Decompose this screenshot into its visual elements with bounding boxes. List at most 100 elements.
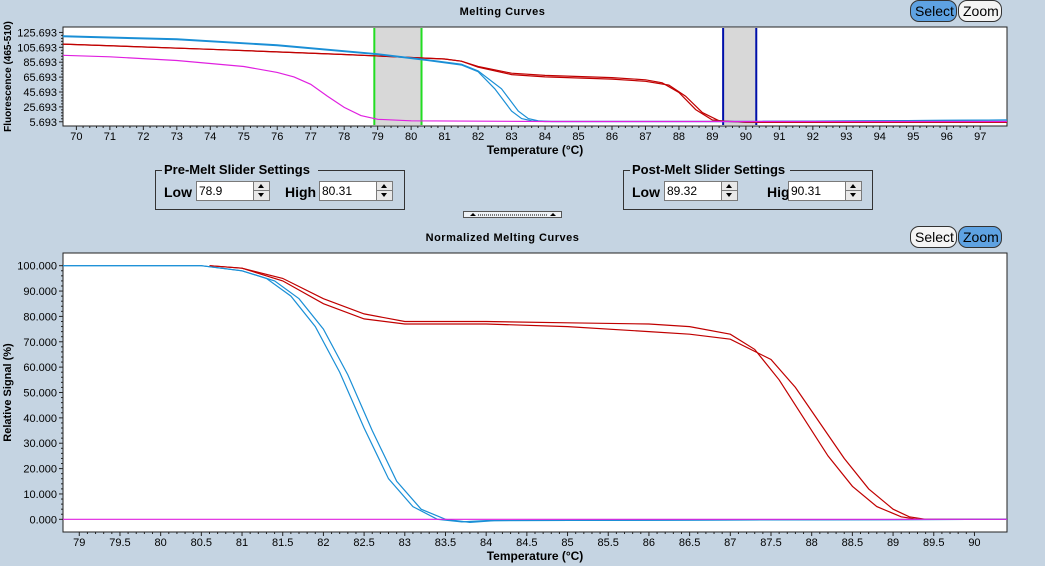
post-melt-low-spinner[interactable]: 89.32 bbox=[664, 181, 738, 201]
post-melt-high-up-arrow-icon[interactable] bbox=[845, 182, 861, 191]
pre-melt-high-label: High bbox=[285, 184, 317, 200]
post-melt-low-value: 89.32 bbox=[667, 184, 698, 198]
post-melt-low-up-arrow-icon[interactable] bbox=[721, 182, 737, 191]
x-tick-label: 94 bbox=[874, 131, 886, 143]
x-tick-label: 89 bbox=[706, 131, 718, 143]
x-axis-label: Temperature (°C) bbox=[487, 549, 584, 563]
x-tick-label: 82 bbox=[472, 131, 484, 143]
x-tick-label: 83.5 bbox=[435, 537, 456, 549]
series-line-5 bbox=[62, 54, 1007, 123]
y-tick-label: 85.693 bbox=[23, 57, 57, 69]
pre-melt-low-label: Low bbox=[164, 184, 192, 200]
x-tick-label: 87 bbox=[639, 131, 651, 143]
pre-melt-low-down-arrow-icon[interactable] bbox=[253, 191, 269, 200]
pre-melt-high-up-arrow-icon[interactable] bbox=[376, 182, 392, 191]
x-tick-label: 84.5 bbox=[516, 537, 537, 549]
y-tick-label: 70.000 bbox=[23, 337, 57, 349]
pre-melt-low-spinner[interactable]: 78.9 bbox=[196, 181, 270, 201]
pre-melt-shaded-region bbox=[374, 28, 422, 125]
x-tick-label: 87.5 bbox=[760, 537, 781, 549]
x-tick-label: 86.5 bbox=[679, 537, 700, 549]
y-tick-label: 80.000 bbox=[23, 311, 57, 323]
y-tick-label: 0.000 bbox=[29, 514, 57, 526]
y-tick-label: 90.000 bbox=[23, 286, 57, 298]
y-tick-label: 20.000 bbox=[23, 464, 57, 476]
x-tick-label: 79 bbox=[73, 537, 85, 549]
x-tick-label: 78 bbox=[338, 131, 350, 143]
x-tick-label: 90 bbox=[740, 131, 752, 143]
post-melt-high-spinner[interactable]: 90.31 bbox=[788, 181, 862, 201]
melting-curves-title: Melting Curves bbox=[459, 6, 546, 18]
post-melt-high-down-arrow-icon[interactable] bbox=[845, 191, 861, 200]
x-tick-label: 70 bbox=[70, 131, 82, 143]
post-melt-slider-settings: Post-Melt Slider Settings Low 89.32 High… bbox=[623, 162, 873, 210]
y-tick-label: 10.000 bbox=[23, 489, 57, 501]
x-tick-label: 79.5 bbox=[109, 537, 130, 549]
top-select-button[interactable]: Select bbox=[910, 0, 957, 22]
x-tick-label: 81.5 bbox=[272, 537, 293, 549]
y-tick-label: 60.000 bbox=[23, 362, 57, 374]
bottom-zoom-button[interactable]: Zoom bbox=[958, 226, 1002, 248]
y-tick-label: 65.693 bbox=[23, 72, 57, 84]
x-tick-label: 85.5 bbox=[598, 537, 619, 549]
y-axis-label: Fluorescence (465-510) bbox=[3, 21, 14, 132]
pre-melt-high-spinner[interactable]: 80.31 bbox=[319, 181, 393, 201]
x-tick-label: 92 bbox=[807, 131, 819, 143]
y-tick-label: 40.000 bbox=[23, 413, 57, 425]
x-tick-label: 93 bbox=[840, 131, 852, 143]
x-tick-label: 80 bbox=[405, 131, 417, 143]
series-line-1 bbox=[209, 265, 1007, 520]
post-melt-low-down-arrow-icon[interactable] bbox=[721, 191, 737, 200]
pre-melt-slider-settings: Pre-Melt Slider Settings Low 78.9 High 8… bbox=[155, 162, 405, 210]
x-tick-label: 86 bbox=[643, 537, 655, 549]
top-zoom-button[interactable]: Zoom bbox=[958, 0, 1002, 22]
x-tick-label: 74 bbox=[204, 131, 216, 143]
x-tick-label: 95 bbox=[907, 131, 919, 143]
melting-curves-chart[interactable]: 70 71 72 73 74 75 76 77 78 79 80 81 82 83 84 85 86 87 88 89… bbox=[0, 0, 1045, 170]
y-tick-label: 100.000 bbox=[17, 261, 57, 273]
normalized-melting-curves-title: Normalized Melting Curves bbox=[425, 232, 580, 244]
x-tick-label: 77 bbox=[305, 131, 317, 143]
x-tick-label: 81 bbox=[236, 537, 248, 549]
x-tick-label: 79 bbox=[372, 131, 384, 143]
x-tick-label: 89.5 bbox=[923, 537, 944, 549]
panel-splitter-handle[interactable] bbox=[463, 211, 562, 218]
post-melt-legend: Post-Melt Slider Settings bbox=[630, 162, 788, 177]
pre-melt-low-up-arrow-icon[interactable] bbox=[253, 182, 269, 191]
x-tick-label: 84 bbox=[480, 537, 492, 549]
y-axis-label: Relative Signal (%) bbox=[2, 343, 14, 442]
y-tick-label: 45.693 bbox=[23, 87, 57, 99]
pre-melt-high-down-arrow-icon[interactable] bbox=[376, 191, 392, 200]
pre-melt-legend: Pre-Melt Slider Settings bbox=[162, 162, 312, 177]
x-tick-label: 80 bbox=[155, 537, 167, 549]
y-tick-label: 125.693 bbox=[17, 27, 57, 39]
x-tick-label: 82.5 bbox=[353, 537, 374, 549]
x-tick-label: 83 bbox=[505, 131, 517, 143]
x-tick-label: 84 bbox=[539, 131, 551, 143]
x-tick-label: 87 bbox=[724, 537, 736, 549]
y-tick-label: 30.000 bbox=[23, 438, 57, 450]
x-tick-label: 71 bbox=[104, 131, 116, 143]
y-tick-label: 5.693 bbox=[29, 117, 57, 129]
y-tick-label: 50.000 bbox=[23, 388, 57, 400]
series-line-4 bbox=[63, 265, 1008, 524]
pre-melt-low-value: 78.9 bbox=[199, 184, 223, 198]
x-tick-label: 80.5 bbox=[191, 537, 212, 549]
post-melt-low-label: Low bbox=[632, 184, 660, 200]
x-tick-label: 86 bbox=[606, 131, 618, 143]
x-tick-label: 88 bbox=[806, 537, 818, 549]
x-tick-label: 88.5 bbox=[842, 537, 863, 549]
series-line-3 bbox=[63, 265, 1008, 523]
x-tick-label: 88 bbox=[673, 131, 685, 143]
bottom-select-button[interactable]: Select bbox=[910, 226, 957, 248]
x-tick-label: 75 bbox=[238, 131, 250, 143]
x-tick-label: 85 bbox=[561, 537, 573, 549]
x-tick-label: 76 bbox=[271, 131, 283, 143]
post-melt-shaded-region bbox=[723, 28, 757, 125]
pre-melt-high-value: 80.31 bbox=[322, 184, 353, 198]
x-tick-label: 82 bbox=[317, 537, 329, 549]
x-tick-label: 81 bbox=[438, 131, 450, 143]
series-line-2 bbox=[209, 265, 1007, 520]
post-melt-high-value: 90.31 bbox=[791, 184, 822, 198]
x-axis-label: Temperature (°C) bbox=[487, 143, 584, 157]
